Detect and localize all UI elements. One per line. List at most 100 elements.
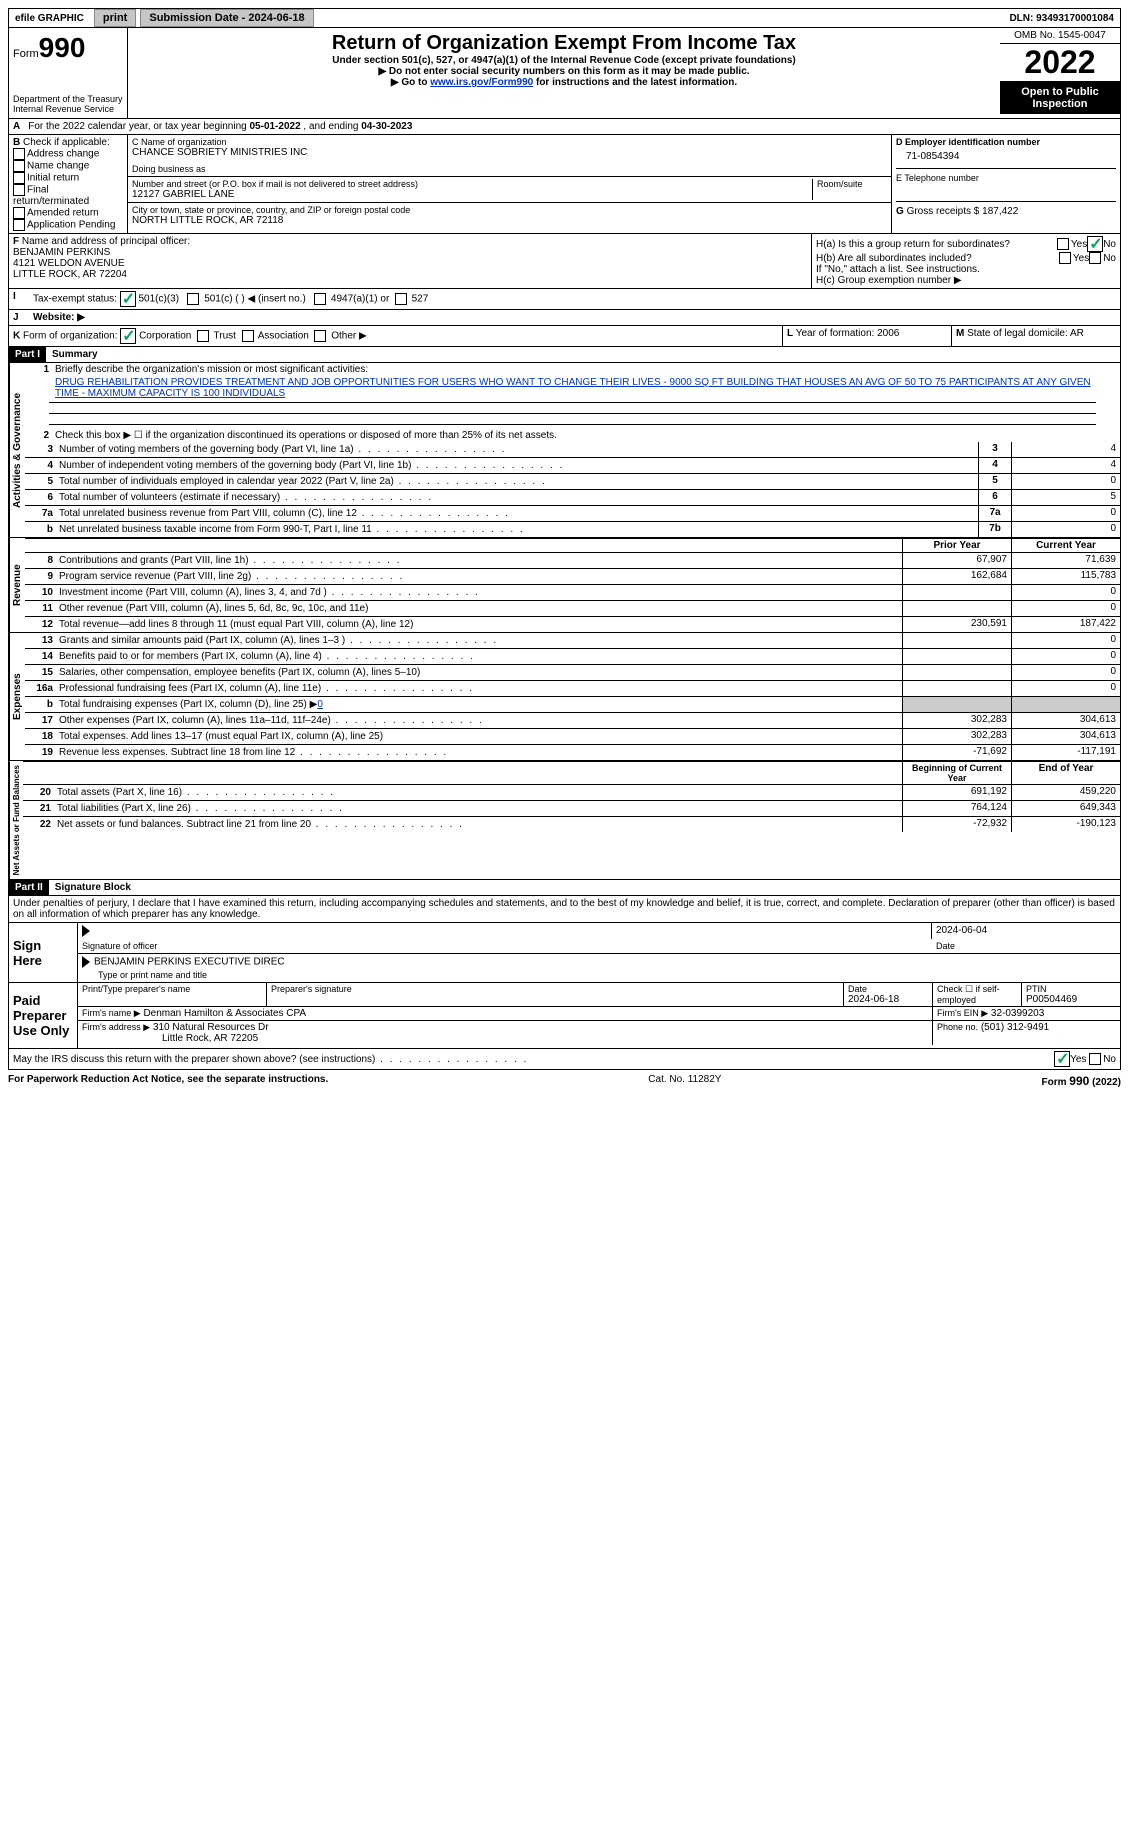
c10: 0 <box>1012 585 1121 601</box>
print-button[interactable]: print <box>94 9 136 27</box>
revenue-table: Prior YearCurrent Year 8Contributions an… <box>25 538 1120 632</box>
check-name[interactable] <box>13 160 25 172</box>
perjury-text: Under penalties of perjury, I declare th… <box>9 896 1120 923</box>
street-label: Number and street (or P.O. box if mail i… <box>132 179 812 189</box>
ein: 71-0854394 <box>896 147 1116 162</box>
l8: Contributions and grants (Part VIII, lin… <box>59 555 894 566</box>
p12: 230,591 <box>903 617 1012 633</box>
c11: 0 <box>1012 601 1121 617</box>
block-bcdefg: B Check if applicable: Address change Na… <box>8 135 1121 234</box>
part-2-header: Part II Signature Block <box>8 880 1121 896</box>
ha-yes[interactable] <box>1057 238 1069 250</box>
paid-preparer-label: Paid Preparer Use Only <box>9 983 77 1048</box>
mission-text: DRUG REHABILITATION PROVIDES TREATMENT A… <box>55 377 1116 399</box>
date-label: Date <box>936 941 1116 951</box>
check-assoc[interactable] <box>242 330 254 342</box>
check-final[interactable] <box>13 184 25 196</box>
section-deg: D Employer identification number 71-0854… <box>891 135 1120 233</box>
expenses-table: 13Grants and similar amounts paid (Part … <box>25 633 1120 760</box>
l10: Investment income (Part VIII, column (A)… <box>59 587 894 598</box>
irs-link[interactable]: www.irs.gov/Form990 <box>430 77 533 88</box>
end-year-hdr: End of Year <box>1012 762 1121 785</box>
p20: 691,192 <box>903 785 1012 801</box>
form-word: Form <box>13 48 39 60</box>
ha-no[interactable] <box>1087 236 1103 252</box>
revenue-section: Revenue Prior YearCurrent Year 8Contribu… <box>8 538 1121 633</box>
netassets-table: Beginning of Current YearEnd of Year 20T… <box>23 761 1120 832</box>
beg-year-hdr: Beginning of Current Year <box>903 762 1012 785</box>
room-suite: Room/suite <box>813 179 887 200</box>
subtitle-2: ▶ Do not enter social security numbers o… <box>136 66 992 77</box>
section-c: C Name of organization CHANCE SOBRIETY M… <box>128 135 891 233</box>
check-initial[interactable] <box>13 172 25 184</box>
city: NORTH LITTLE ROCK, AR 72118 <box>132 215 887 226</box>
website-label: Website: ▶ <box>29 310 89 325</box>
officer-addr2: LITTLE ROCK, AR 72204 <box>13 269 807 280</box>
omb-number: OMB No. 1545-0047 <box>1000 28 1120 44</box>
form-header: Form990 Department of the Treasury Inter… <box>8 28 1121 119</box>
subtitle-1: Under section 501(c), 527, or 4947(a)(1)… <box>136 55 992 66</box>
l20: Total assets (Part X, line 16) <box>57 787 894 798</box>
tab-revenue: Revenue <box>9 538 25 632</box>
part-1-header: Part I Summary <box>8 347 1121 363</box>
efile-label: efile GRAPHIC <box>9 11 90 26</box>
hc-label: H(c) Group exemption number ▶ <box>816 275 1116 286</box>
ptin: P00504469 <box>1026 994 1116 1005</box>
check-amended[interactable] <box>13 207 25 219</box>
hb-label: H(b) Are all subordinates included? <box>816 253 1059 264</box>
officer-addr1: 4121 WELDON AVENUE <box>13 258 807 269</box>
c17: 304,613 <box>1012 713 1121 729</box>
check-4947[interactable] <box>314 293 326 305</box>
sig-officer-label: Signature of officer <box>82 941 936 951</box>
check-pending[interactable] <box>13 219 25 231</box>
l19: Revenue less expenses. Subtract line 18 … <box>59 747 894 758</box>
netassets-section: Net Assets or Fund Balances Beginning of… <box>8 761 1121 880</box>
check-501c[interactable] <box>187 293 199 305</box>
p22: -72,932 <box>903 817 1012 833</box>
block-j: J Website: ▶ <box>8 310 1121 326</box>
check-501c3[interactable] <box>120 291 136 307</box>
self-employed-check[interactable]: Check ☐ if self-employed <box>933 983 1022 1007</box>
l16b: Total fundraising expenses (Part IX, col… <box>59 699 894 710</box>
p8: 67,907 <box>903 553 1012 569</box>
form-title: Return of Organization Exempt From Incom… <box>136 32 992 55</box>
form-number: 990 <box>39 32 86 63</box>
v4: 4 <box>1012 458 1121 474</box>
discuss-no[interactable] <box>1089 1053 1101 1065</box>
check-527[interactable] <box>395 293 407 305</box>
hb-yes[interactable] <box>1059 252 1071 264</box>
section-b: B Check if applicable: Address change Na… <box>9 135 128 233</box>
prep-date: 2024-06-18 <box>848 994 928 1005</box>
tax-year: 2022 <box>1000 44 1120 82</box>
org-name-label: C Name of organization <box>132 137 887 147</box>
v3: 4 <box>1012 442 1121 458</box>
l6: Total number of volunteers (estimate if … <box>59 492 970 503</box>
l7a: Total unrelated business revenue from Pa… <box>59 508 970 519</box>
check-other[interactable] <box>314 330 326 342</box>
dept-treasury: Department of the Treasury <box>13 94 123 104</box>
l15: Salaries, other compensation, employee b… <box>59 667 894 678</box>
l1-label: Briefly describe the organization's miss… <box>55 364 1116 375</box>
c16a: 0 <box>1012 681 1121 697</box>
check-corp[interactable] <box>120 328 136 344</box>
footer-right: Form 990 (2022) <box>1042 1074 1122 1088</box>
check-address[interactable] <box>13 148 25 160</box>
section-f: F Name and address of principal officer:… <box>9 234 812 288</box>
phone-label: E Telephone number <box>896 173 1116 183</box>
l21: Total liabilities (Part X, line 26) <box>57 803 894 814</box>
l4: Number of independent voting members of … <box>59 460 970 471</box>
firm-phone: (501) 312-9491 <box>981 1022 1049 1033</box>
prep-name-label: Print/Type preparer's name <box>78 983 267 1007</box>
sign-here-label: Sign Here <box>9 923 77 982</box>
discuss-yes[interactable] <box>1054 1051 1070 1067</box>
l5: Total number of individuals employed in … <box>59 476 970 487</box>
tab-netassets: Net Assets or Fund Balances <box>9 761 23 879</box>
dln: DLN: 93493170001084 <box>1003 11 1120 26</box>
p15 <box>903 665 1012 681</box>
dba-label: Doing business as <box>132 164 887 174</box>
officer-label: Name and address of principal officer: <box>22 236 190 247</box>
arrow-icon <box>82 925 90 937</box>
p10 <box>903 585 1012 601</box>
form-org-label: Form of organization: <box>23 331 118 342</box>
check-trust[interactable] <box>197 330 209 342</box>
